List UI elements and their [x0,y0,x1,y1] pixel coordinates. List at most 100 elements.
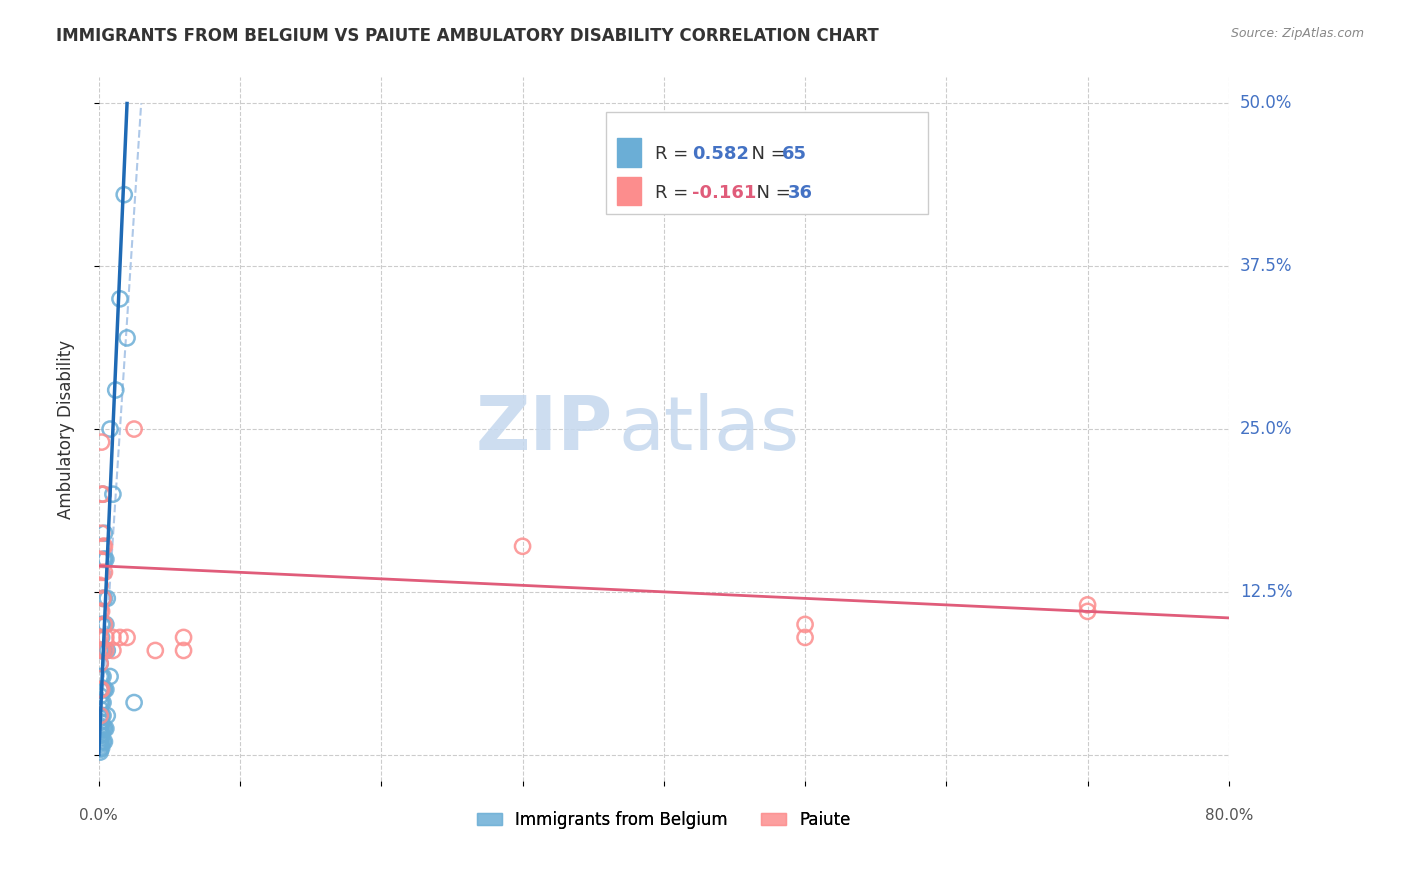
Point [173,631,195,645]
Point [512,539,534,553]
Point [89,552,111,566]
Point [108,631,131,645]
Point [93,734,115,748]
Point [89,702,111,716]
Point [94,682,117,697]
Point [89,724,111,739]
Point [90,734,112,748]
Point [89,745,111,759]
Point [89,631,111,645]
Point [91,539,114,553]
Point [89,728,111,742]
Point [90,643,112,657]
Point [89,737,111,751]
Point [90,617,112,632]
Text: N =: N = [745,184,797,202]
Point [90,715,112,730]
Point [93,722,115,736]
Point [93,591,115,606]
Point [93,566,115,580]
Point [90,435,112,450]
Text: Source: ZipAtlas.com: Source: ZipAtlas.com [1230,27,1364,40]
Point [93,617,115,632]
Point [91,643,114,657]
Point [93,682,115,697]
Point [89,643,111,657]
Point [1077,604,1099,618]
Point [91,682,114,697]
Point [89,742,111,756]
Point [91,487,114,501]
Point [89,657,111,671]
Point [101,643,124,657]
Text: 36: 36 [787,184,813,202]
Text: ZIP: ZIP [475,392,613,466]
Point [91,734,114,748]
Point [90,631,112,645]
Point [89,682,111,697]
Point [94,643,117,657]
Point [94,722,117,736]
Point [89,719,111,733]
Y-axis label: Ambulatory Disability: Ambulatory Disability [58,340,75,518]
Point [96,591,118,606]
Text: atlas: atlas [619,392,800,466]
Point [89,689,111,703]
Text: -0.161: -0.161 [692,184,756,202]
Point [89,711,111,725]
Point [91,552,114,566]
Point [89,708,111,723]
Text: R =: R = [655,145,695,163]
Point [173,643,195,657]
Text: 37.5%: 37.5% [1240,257,1292,276]
Point [115,631,138,645]
Point [90,643,112,657]
Point [90,741,112,756]
Point [89,732,111,747]
Point [89,739,111,754]
Point [101,487,124,501]
Point [112,187,135,202]
Point [91,591,114,606]
Point [98,669,121,683]
Point [91,591,114,606]
Point [91,617,114,632]
Point [1077,598,1099,612]
Point [90,682,112,697]
Point [94,552,117,566]
Point [90,728,112,742]
Text: 80.0%: 80.0% [1205,808,1253,823]
Point [89,696,111,710]
Point [93,539,115,553]
Point [89,604,111,618]
Text: 65: 65 [782,145,807,163]
Point [90,487,112,501]
Point [104,383,127,397]
Point [91,643,114,657]
Point [89,682,111,697]
Point [90,696,112,710]
Point [91,708,114,723]
Point [91,696,114,710]
Point [90,682,112,697]
Point [108,292,131,306]
Point [94,617,117,632]
Text: R =: R = [655,184,695,202]
Text: 50.0%: 50.0% [1240,95,1292,112]
Point [90,526,112,541]
Point [90,708,112,723]
Point [122,696,145,710]
Point [89,734,111,748]
Point [143,643,166,657]
Text: 12.5%: 12.5% [1240,582,1292,601]
Text: 0.0%: 0.0% [79,808,118,823]
Point [96,643,118,657]
Point [115,331,138,345]
Point [91,669,114,683]
Point [98,422,121,436]
Point [90,566,112,580]
Point [96,708,118,723]
Point [90,722,112,736]
Point [93,552,115,566]
Point [89,715,111,730]
